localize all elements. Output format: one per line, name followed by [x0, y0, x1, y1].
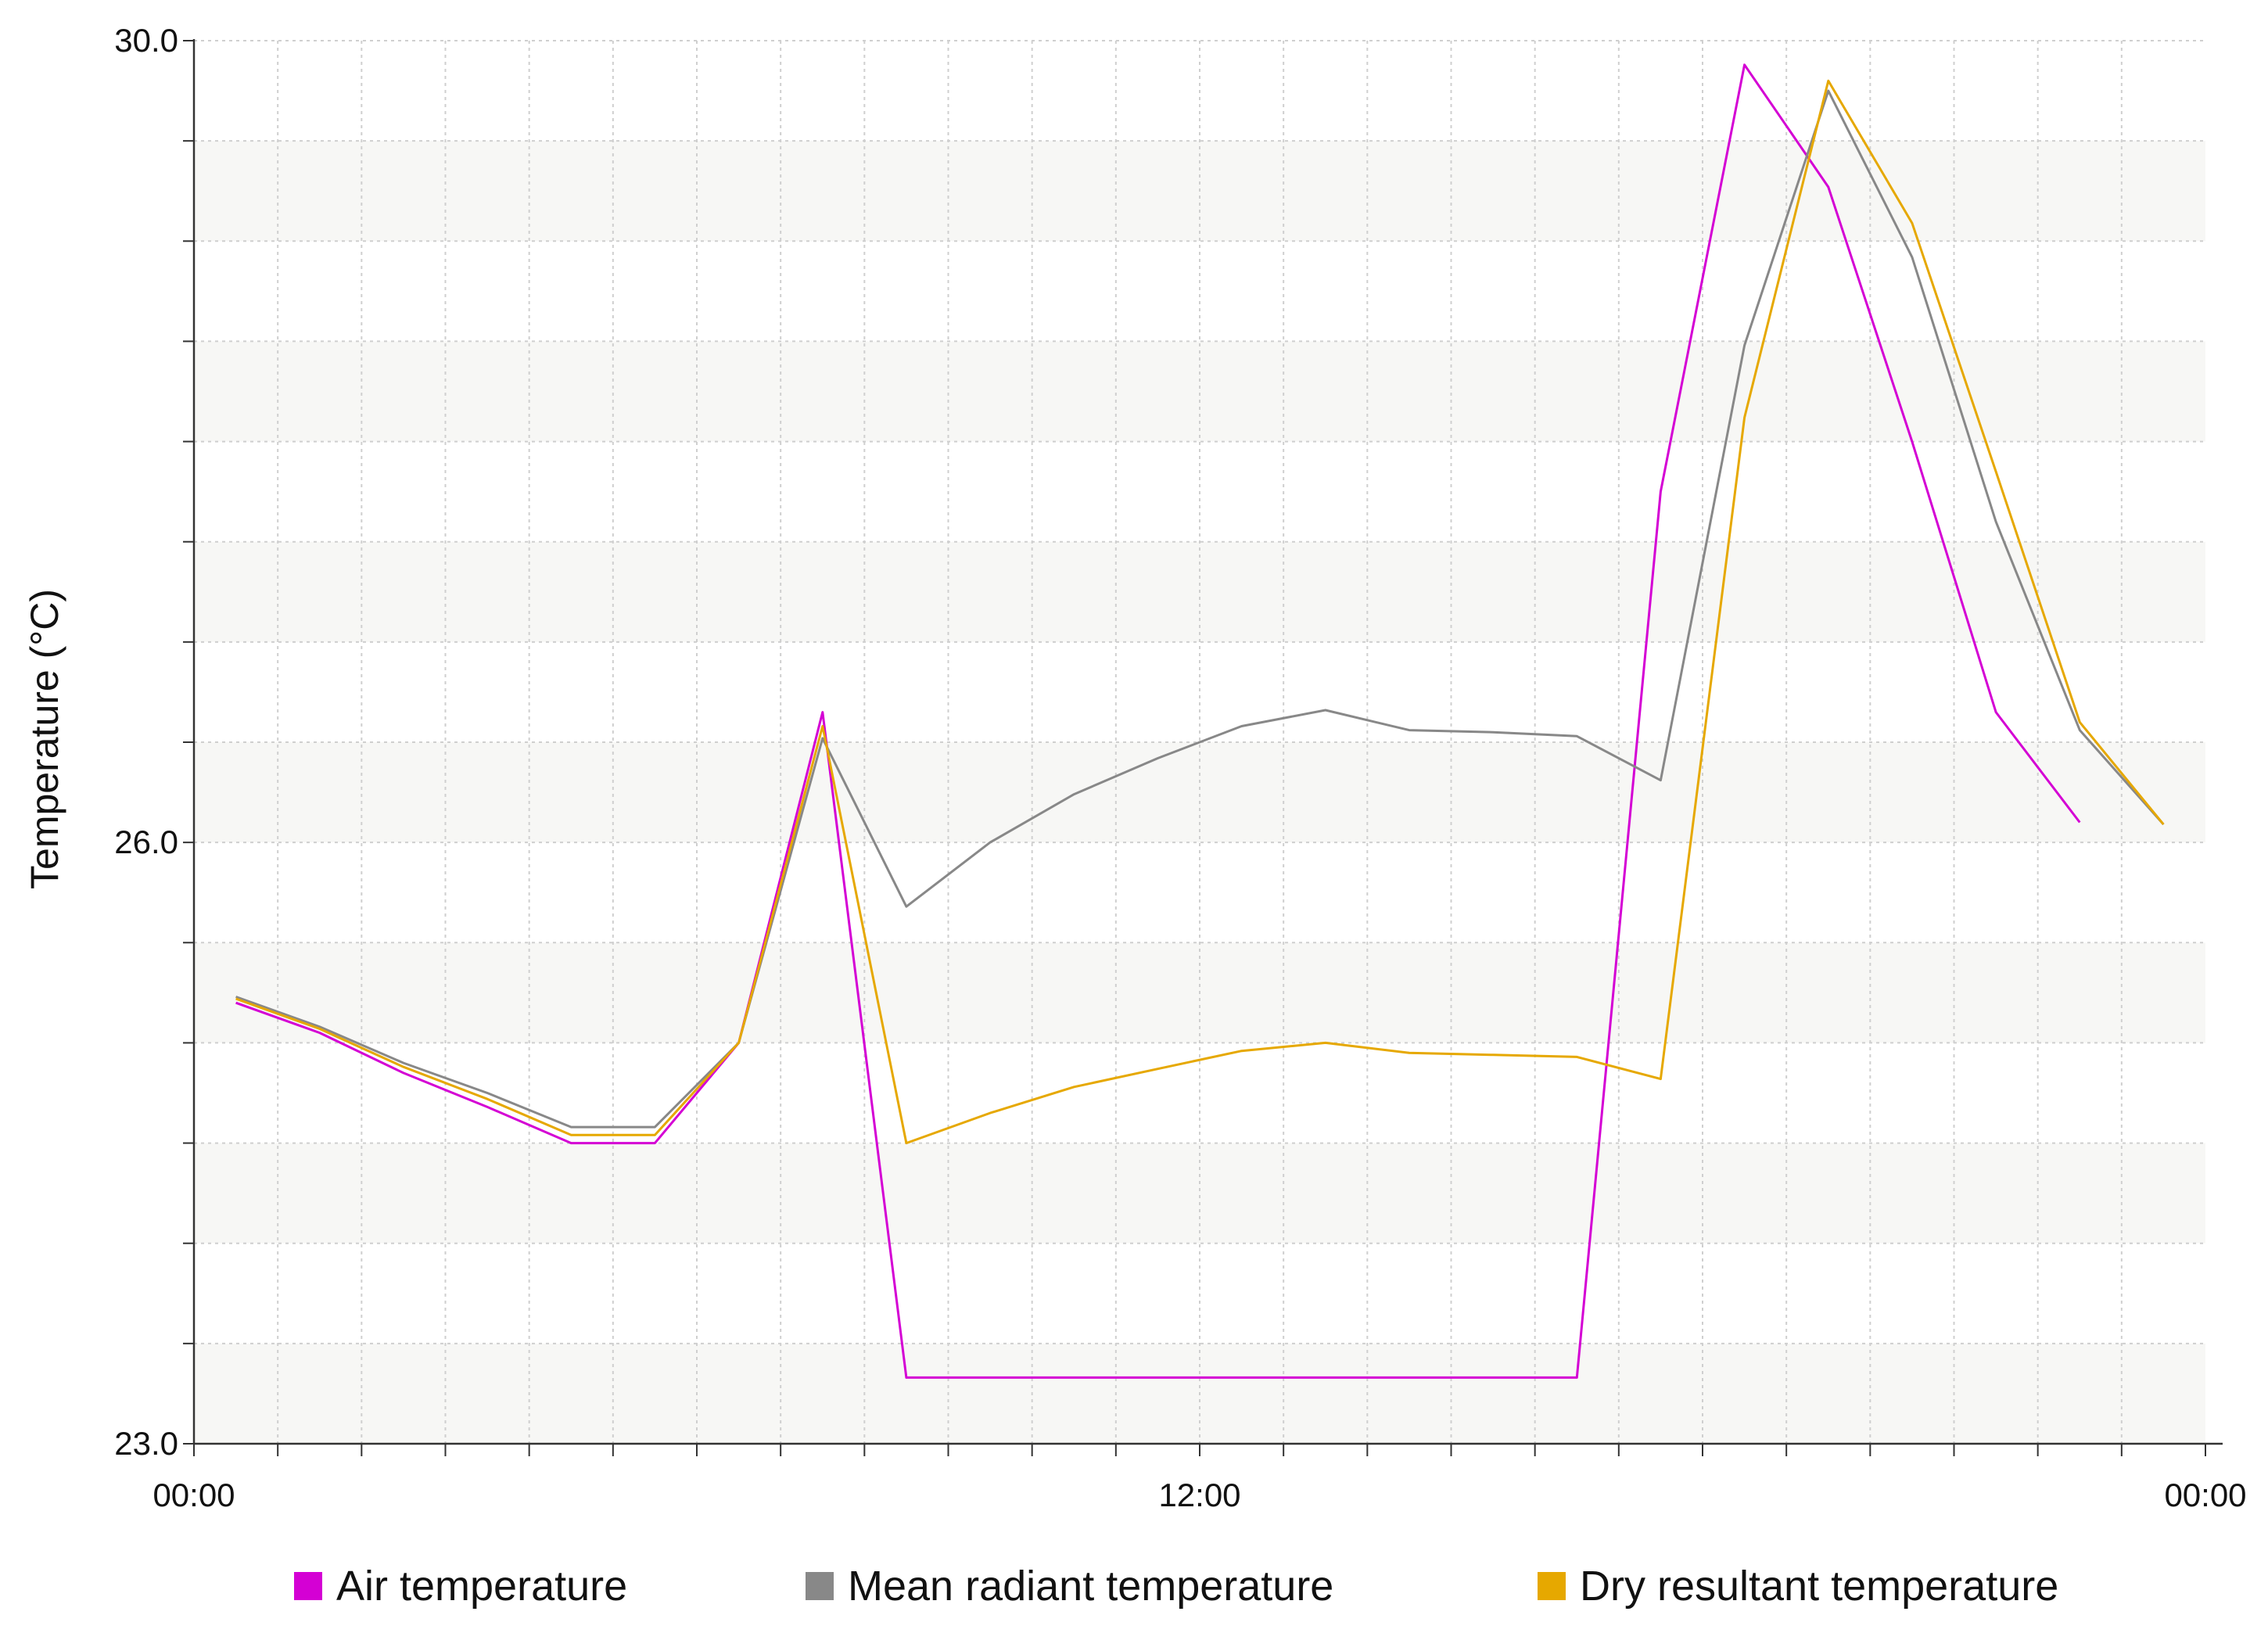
y-tick-labels: 23.0 26.0 30.0 — [114, 22, 178, 1462]
x-tick-label: 12:00 — [1158, 1477, 1240, 1513]
grid-lines — [194, 40, 2205, 1444]
y-axis-title: Temperature (°C) — [23, 589, 66, 889]
plot-band — [194, 742, 2205, 843]
series-line-dry-resultant-temperature — [235, 79, 2165, 1145]
axes — [183, 39, 2223, 1456]
series-lines — [235, 63, 2165, 1379]
series-line-air-temperature — [235, 63, 2081, 1379]
plot-band — [194, 341, 2205, 442]
plot-band — [194, 1043, 2205, 1143]
legend-item-air-temperature[interactable]: Air temperature — [294, 1563, 627, 1610]
x-tick-label: 00:00 — [153, 1477, 235, 1513]
series-line-mean-radiant-temperature — [235, 89, 2165, 1129]
legend[interactable]: Air temperature Mean radiant temperature D… — [294, 1563, 2058, 1610]
y-tick-label: 23.0 — [114, 1425, 178, 1462]
legend-label: Air temperature — [336, 1563, 627, 1610]
plot-band — [194, 1243, 2205, 1344]
legend-label: Dry resultant temperature — [1580, 1563, 2058, 1610]
x-tick-label: 00:00 — [2164, 1477, 2246, 1513]
plot-band — [194, 241, 2205, 342]
legend-swatch — [294, 1572, 322, 1600]
x-tick-labels: 00:00 12:00 00:00 — [153, 1477, 2246, 1513]
y-tick-label: 26.0 — [114, 824, 178, 860]
plot-band — [194, 641, 2205, 742]
y-tick-label: 30.0 — [114, 22, 178, 59]
legend-label: Mean radiant temperature — [848, 1563, 1333, 1610]
legend-swatch — [806, 1572, 834, 1600]
plot-band — [194, 1143, 2205, 1244]
legend-swatch — [1538, 1572, 1566, 1600]
legend-item-dry-resultant-temperature[interactable]: Dry resultant temperature — [1538, 1563, 2058, 1610]
legend-item-mean-radiant-temperature[interactable]: Mean radiant temperature — [806, 1563, 1333, 1610]
